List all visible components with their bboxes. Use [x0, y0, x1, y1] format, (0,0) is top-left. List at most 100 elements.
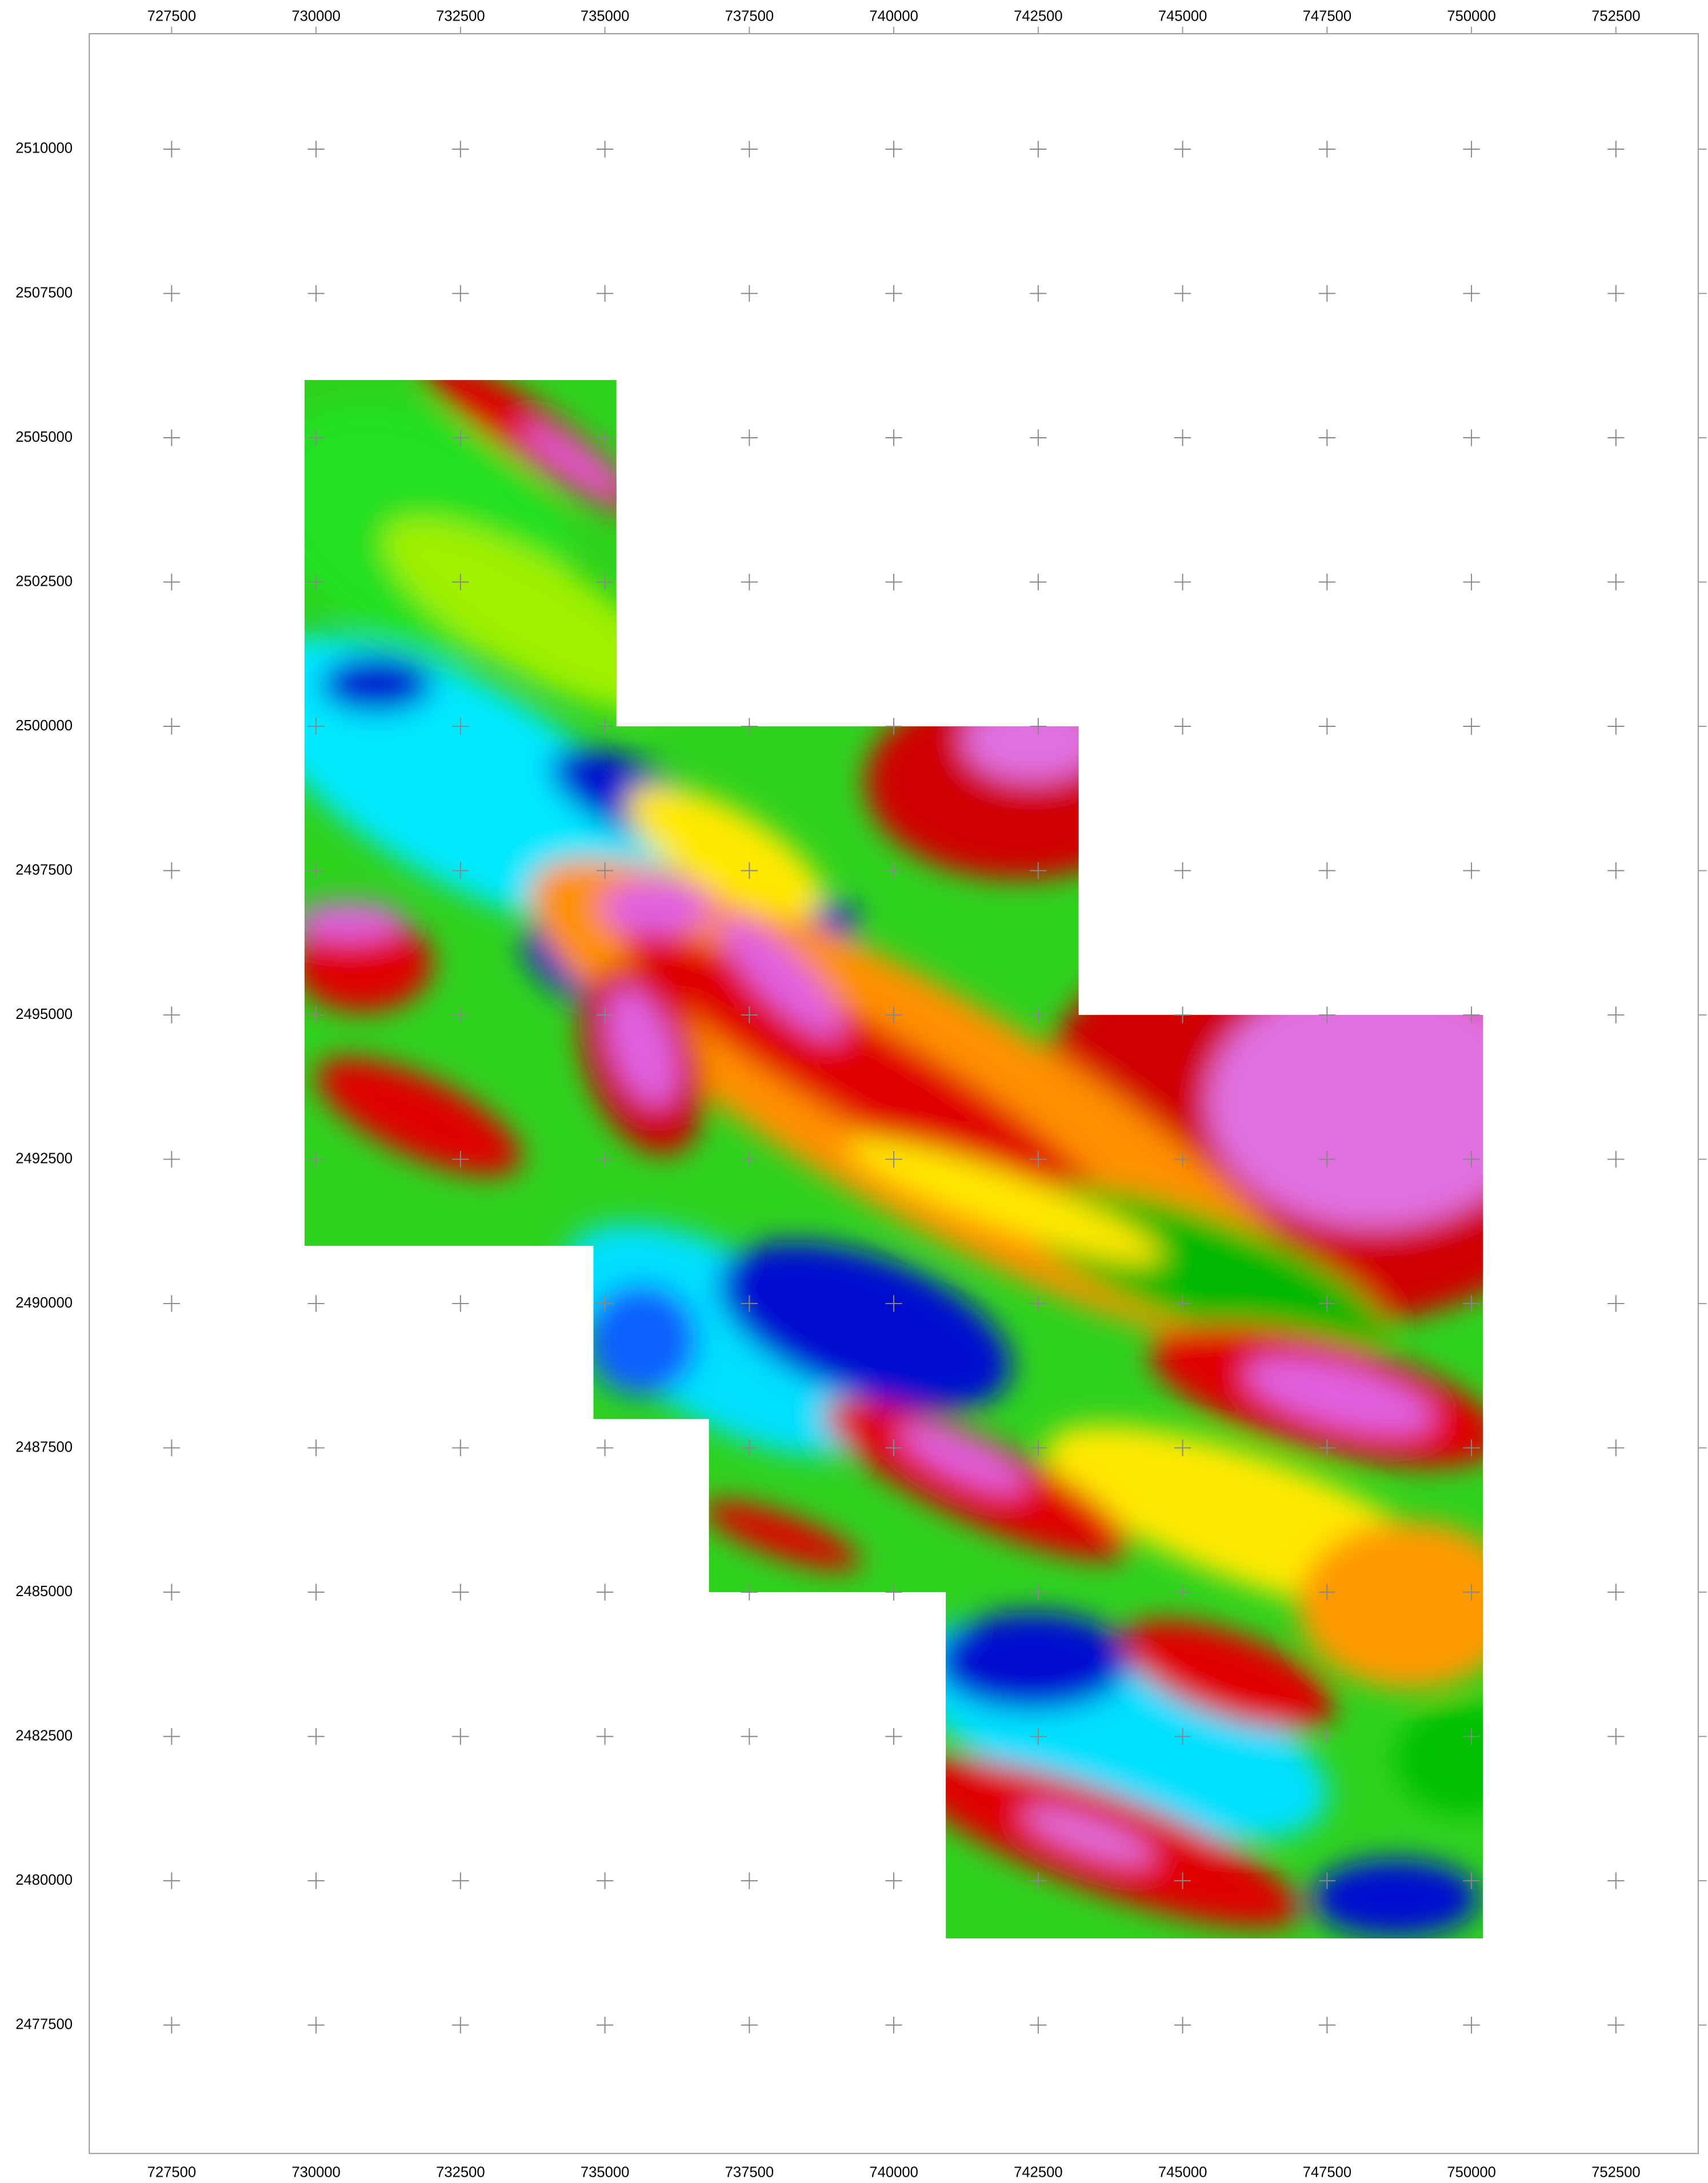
y-tick-label: 2497500	[15, 862, 73, 878]
grid-cross	[885, 141, 902, 157]
grid-cross	[163, 429, 180, 446]
grid-cross	[885, 1872, 902, 1889]
y-tick-label: 2505000	[15, 429, 73, 445]
grid-cross	[307, 1728, 324, 1745]
grid-cross	[1607, 429, 1624, 446]
grid-cross	[597, 1872, 613, 1889]
grid-cross	[597, 1728, 613, 1745]
grid-cross	[452, 1440, 469, 1456]
grid-cross	[1607, 285, 1624, 302]
x-tick-label: 747500	[1303, 2164, 1352, 2180]
x-tick-label: 727500	[147, 2164, 197, 2180]
grid-cross	[1319, 574, 1335, 590]
grid-cross	[307, 1295, 324, 1312]
grid-cross	[1030, 429, 1046, 446]
x-tick-label: 730000	[291, 8, 341, 24]
grid-cross	[163, 1006, 180, 1023]
x-tick-label: 742500	[1014, 8, 1063, 24]
grid-cross	[741, 429, 758, 446]
y-tick-label: 2482500	[15, 1728, 73, 1744]
grid-cross	[452, 1584, 469, 1600]
grid-cross	[885, 574, 902, 590]
grid-cross	[1607, 1584, 1624, 1600]
grid-cross	[1607, 2017, 1624, 2033]
y-tick-label: 2507500	[15, 285, 73, 301]
x-tick-label: 735000	[581, 8, 630, 24]
grid-cross	[1174, 574, 1191, 590]
y-tick-label: 2487500	[15, 1439, 73, 1455]
anomaly-blob	[1395, 1703, 1535, 1814]
grid-cross	[741, 285, 758, 302]
grid-cross	[1319, 718, 1335, 734]
grid-cross	[1463, 429, 1479, 446]
x-tick-label: 740000	[869, 8, 918, 24]
anomaly-blob	[865, 684, 1172, 879]
grid-cross	[307, 141, 324, 157]
x-tick-label: 732500	[436, 8, 485, 24]
grid-cross	[1607, 1872, 1624, 1889]
grid-cross	[1607, 718, 1624, 734]
grid-cross	[597, 1440, 613, 1456]
x-tick-label: 740000	[869, 2164, 918, 2180]
grid-cross	[1030, 574, 1046, 590]
anomaly-blob	[935, 1612, 1130, 1710]
grid-cross	[1319, 285, 1335, 302]
grid-cross	[597, 141, 613, 157]
grid-cross	[885, 429, 902, 446]
grid-cross	[741, 141, 758, 157]
grid-cross	[1607, 1295, 1624, 1312]
grid-cross	[163, 1728, 180, 1745]
grid-cross	[741, 1728, 758, 1745]
grid-cross	[1174, 862, 1191, 879]
grid-cross	[1319, 429, 1335, 446]
grid-cross	[885, 1728, 902, 1745]
grid-cross	[307, 1584, 324, 1600]
grid-cross	[1174, 429, 1191, 446]
grid-cross	[163, 574, 180, 590]
grid-cross	[163, 1440, 180, 1456]
grid-cross	[307, 1440, 324, 1456]
grid-cross	[163, 141, 180, 157]
y-tick-label: 2510000	[15, 141, 73, 157]
y-tick-label: 2500000	[15, 718, 73, 734]
grid-cross	[1030, 285, 1046, 302]
grid-cross	[163, 718, 180, 734]
anomaly-blob	[1311, 1859, 1479, 1937]
y-tick-label: 2502500	[15, 573, 73, 589]
grid-cross	[1174, 2017, 1191, 2033]
x-tick-label: 745000	[1158, 8, 1207, 24]
grid-cross	[1463, 2017, 1479, 2033]
grid-cross	[163, 1295, 180, 1312]
x-tick-label: 750000	[1447, 2164, 1496, 2180]
grid-cross	[885, 2017, 902, 2033]
anomaly-blob	[600, 879, 711, 935]
x-tick-label: 735000	[581, 2164, 630, 2180]
x-tick-label: 750000	[1447, 8, 1496, 24]
grid-cross	[452, 2017, 469, 2033]
grid-cross	[307, 1872, 324, 1889]
map: 7275007275007300007300007325007325007350…	[0, 0, 1708, 2183]
grid-cross	[1607, 1440, 1624, 1456]
grid-cross	[163, 285, 180, 302]
grid-cross	[741, 1872, 758, 1889]
grid-cross	[452, 1728, 469, 1745]
anomaly-blob	[321, 656, 433, 712]
anomaly-blob	[963, 698, 1102, 782]
y-tick-label: 2485000	[15, 1584, 73, 1600]
grid-cross	[885, 285, 902, 302]
anomaly-blob	[1207, 977, 1542, 1229]
grid-cross	[1463, 285, 1479, 302]
x-tick-label: 745000	[1158, 2164, 1207, 2180]
grid-cross	[163, 862, 180, 879]
grid-cross	[1607, 141, 1624, 157]
grid-cross	[1174, 285, 1191, 302]
grid-cross	[1607, 1006, 1624, 1023]
grid-cross	[307, 2017, 324, 2033]
magnetic-raster	[206, 334, 1619, 1960]
grid-cross	[163, 1151, 180, 1168]
grid-cross	[1319, 862, 1335, 879]
grid-cross	[741, 574, 758, 590]
grid-cross	[1463, 862, 1479, 879]
grid-cross	[1174, 141, 1191, 157]
grid-cross	[1319, 2017, 1335, 2033]
